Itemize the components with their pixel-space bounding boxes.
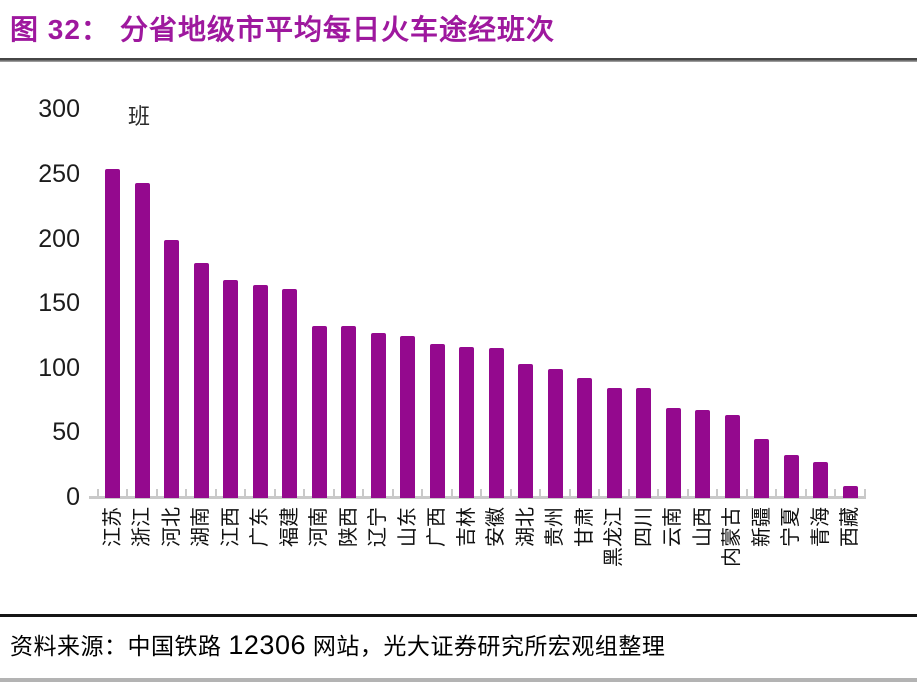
x-axis-label: 福建 [278, 507, 301, 547]
x-axis-tick [686, 489, 689, 499]
bar [577, 378, 592, 498]
x-axis-tick [155, 489, 158, 499]
bar [606, 388, 622, 498]
x-axis-tick [598, 489, 601, 499]
x-axis-label: 河南 [308, 507, 330, 547]
x-axis-label: 青海 [809, 507, 832, 547]
x-axis-tick [775, 489, 778, 499]
bar [547, 369, 563, 498]
x-axis-tick [539, 489, 542, 499]
bar [164, 240, 179, 498]
x-axis-label: 云南 [662, 507, 684, 547]
x-axis-label: 山西 [691, 507, 714, 547]
source-text-prefix: 资料来源：中国铁路 [10, 633, 229, 659]
x-axis-tick [450, 489, 453, 499]
x-axis-label: 湖南 [190, 507, 212, 547]
x-axis-label: 陕西 [337, 507, 360, 547]
x-axis-tick [185, 489, 188, 499]
x-axis-tick [480, 489, 483, 499]
x-axis-label: 湖北 [514, 507, 537, 547]
bar [636, 388, 651, 498]
figure-title: 图 32： 分省地级市平均每日火车途经班次 [10, 8, 555, 48]
x-axis-label: 宁夏 [780, 507, 802, 547]
x-axis-tick [421, 489, 424, 499]
source-line: 资料来源：中国铁路 12306 网站，光大证券研究所宏观组整理 [10, 627, 665, 661]
bar [459, 347, 474, 498]
x-axis-tick [96, 489, 99, 499]
bar [488, 348, 504, 498]
x-axis-label: 浙江 [131, 507, 153, 547]
bar [223, 280, 238, 498]
y-tick-label: 0 [66, 483, 80, 511]
x-axis-label: 江苏 [101, 507, 124, 547]
x-axis-line [89, 496, 866, 499]
x-axis-tick [716, 489, 719, 499]
x-axis-tick [332, 489, 335, 499]
x-axis-label: 四川 [632, 507, 655, 547]
bar [665, 408, 681, 498]
x-axis-tick [126, 489, 129, 499]
x-axis-label: 广东 [249, 507, 271, 547]
bar [754, 439, 769, 498]
bar [282, 289, 297, 498]
x-axis-tick [834, 489, 837, 499]
figure-title-text: 分省地级市平均每日火车途经班次 [119, 14, 555, 45]
bar [134, 183, 150, 498]
x-axis-label: 黑龙江 [603, 507, 625, 567]
x-axis-tick [745, 489, 748, 499]
x-axis-tick [391, 489, 394, 499]
x-axis-label: 辽宁 [367, 507, 389, 547]
x-axis-label: 内蒙古 [721, 507, 743, 567]
x-axis-label: 吉林 [455, 507, 478, 547]
y-tick-label: 100 [38, 353, 80, 382]
bar [311, 326, 327, 498]
source-number: 12306 [228, 630, 306, 660]
y-tick-label: 150 [38, 289, 80, 318]
bar [193, 263, 209, 498]
x-axis-tick [273, 489, 276, 499]
x-axis-label: 西藏 [839, 507, 861, 547]
source-text-suffix: 网站，光大证券研究所宏观组整理 [305, 633, 666, 659]
x-axis-label: 河北 [160, 507, 183, 547]
x-axis-tick [568, 489, 571, 499]
x-axis-tick [804, 489, 807, 499]
x-axis-tick [863, 489, 866, 499]
y-tick-label: 50 [52, 418, 80, 447]
x-axis-tick [509, 489, 512, 499]
x-axis-label: 安徽 [485, 507, 507, 547]
x-axis-label: 山东 [396, 507, 419, 547]
figure-number: 图 32： [10, 14, 110, 45]
bar [813, 462, 828, 498]
y-tick-label: 200 [38, 224, 80, 253]
x-axis-label: 广西 [426, 507, 448, 547]
bar [429, 344, 445, 498]
x-axis-label: 贵州 [544, 507, 566, 547]
bottom-border [0, 678, 917, 682]
x-axis-label: 江西 [219, 507, 242, 547]
source-divider [0, 614, 917, 617]
y-tick-label: 250 [38, 160, 80, 188]
bar [252, 285, 268, 498]
bar [518, 364, 533, 498]
bar [695, 410, 710, 498]
x-axis-label: 新疆 [750, 507, 773, 547]
bar [400, 336, 415, 498]
bar [724, 415, 740, 498]
x-axis-tick [303, 489, 306, 499]
y-axis-unit-label: 班 [128, 104, 151, 129]
x-axis-tick [627, 489, 630, 499]
x-axis-tick [362, 489, 365, 499]
y-tick-label: 300 [38, 95, 80, 124]
x-axis-tick [244, 489, 247, 499]
bar [842, 486, 858, 498]
title-divider [0, 58, 917, 62]
bar [105, 169, 120, 498]
x-axis-tick [657, 489, 660, 499]
bar [370, 333, 386, 498]
x-axis-tick [214, 489, 217, 499]
bar [341, 326, 356, 498]
x-axis-label: 甘肃 [573, 507, 596, 547]
bar [783, 455, 799, 498]
